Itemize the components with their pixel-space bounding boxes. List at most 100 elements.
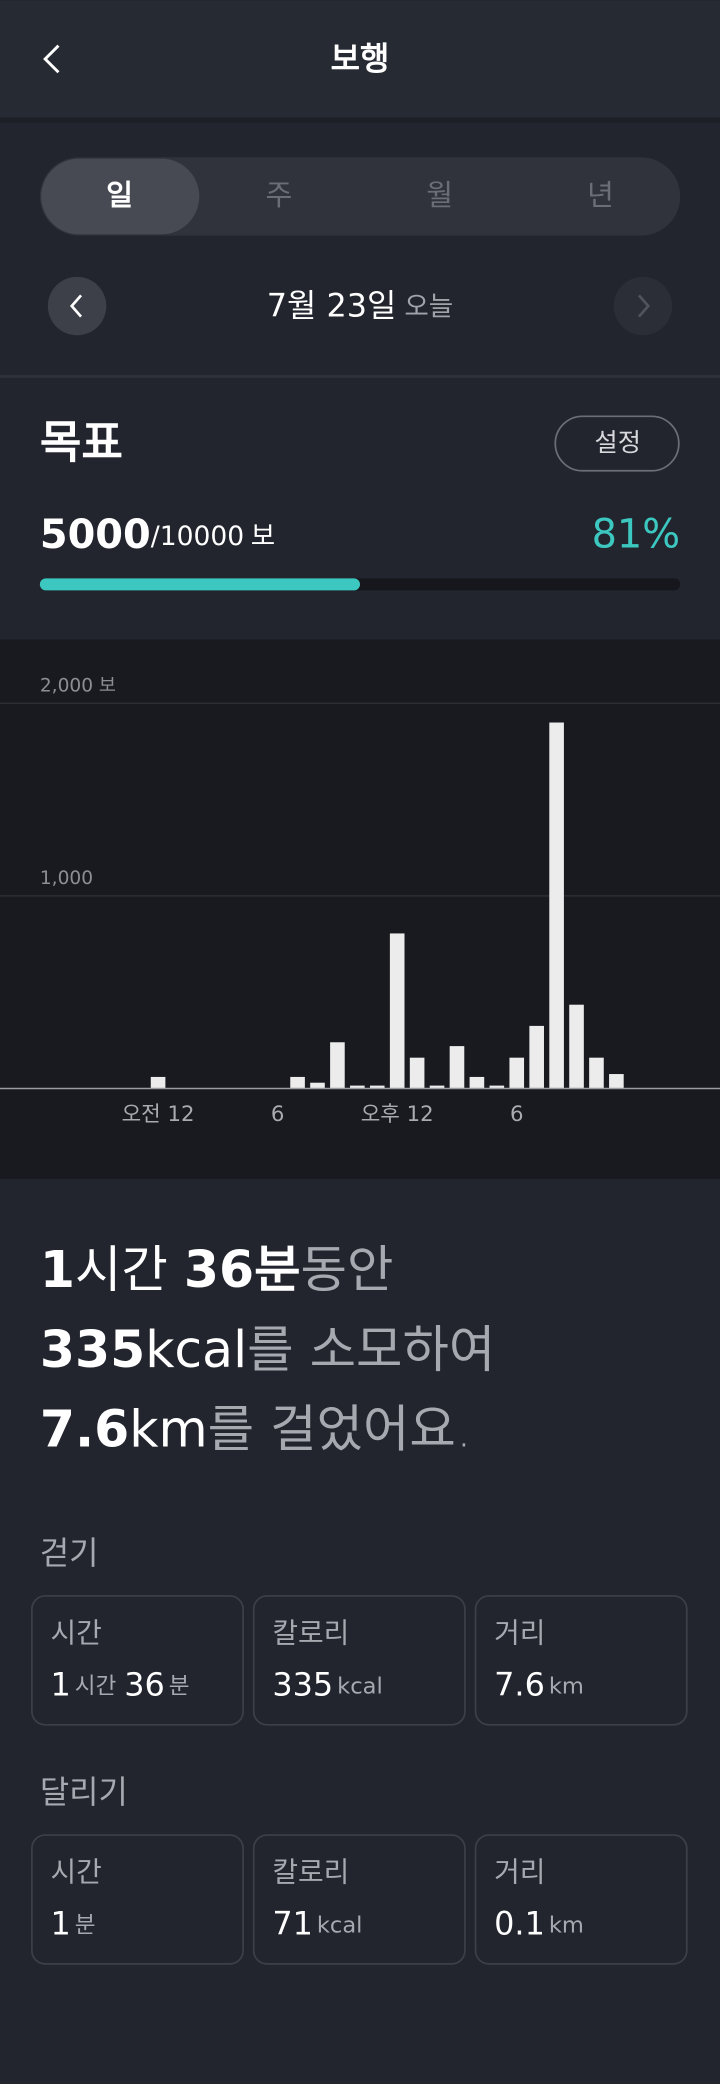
bar <box>549 722 564 1089</box>
summary-part: 를 걸었어요. <box>208 1399 472 1458</box>
goal-current: 5000 <box>40 512 151 558</box>
header <box>0 0 720 118</box>
goal-button[interactable] <box>554 415 680 472</box>
bar <box>389 933 405 1089</box>
bar <box>409 1057 425 1089</box>
bar <box>589 1057 604 1089</box>
stat-number: 0.1 <box>494 1904 545 1942</box>
stat-number: 1 <box>50 1904 70 1942</box>
stat-value: 7.6 km <box>494 1665 584 1703</box>
stat-card <box>31 1834 244 1965</box>
bar <box>350 1085 365 1089</box>
x-tick-label: 6 <box>271 1102 285 1127</box>
bar <box>449 1046 465 1089</box>
stat-unit: 분 <box>75 1912 96 1938</box>
date-label: 7월 23일 오늘 <box>267 286 453 324</box>
stat-card <box>252 1595 466 1726</box>
stat-card <box>31 1595 244 1726</box>
bar <box>469 1076 485 1089</box>
goal-separator: / <box>151 521 160 552</box>
summary-part: 시간 <box>75 1240 184 1299</box>
bar <box>489 1085 505 1089</box>
summary-part: 7.6 <box>40 1399 129 1458</box>
bar <box>310 1082 325 1089</box>
bar <box>150 1076 166 1089</box>
stat-card <box>474 1834 688 1965</box>
stat-unit: km <box>549 1912 584 1938</box>
stat-unit: kcal <box>317 1912 363 1938</box>
section-title: 걷기 <box>40 1534 99 1572</box>
stat-card <box>252 1834 466 1965</box>
stat-value: 0.1 km <box>494 1904 584 1942</box>
bar <box>569 1004 584 1089</box>
summary-part: 를 소모하여 <box>247 1319 495 1378</box>
prev-day-button[interactable] <box>47 276 107 336</box>
summary-part: 1 <box>40 1240 75 1299</box>
stat-unit: 분 <box>169 1673 190 1699</box>
date: 7월 23일 <box>267 286 397 324</box>
tab-bar <box>39 157 681 236</box>
stat-unit: 시간 <box>75 1673 117 1699</box>
stat-unit: km <box>549 1673 584 1699</box>
bar <box>529 1025 544 1089</box>
divider <box>0 375 720 378</box>
bar <box>330 1042 345 1089</box>
stat-value: 335 kcal <box>272 1665 382 1703</box>
tab[interactable]: 년 <box>587 178 614 212</box>
summary-line: 1시간 36분동안 <box>40 1240 394 1299</box>
goal-percent: 81% <box>592 512 681 558</box>
stat-value: 1 시간 36 분 <box>50 1665 189 1703</box>
progress-fill <box>39 578 361 591</box>
prev-icon <box>69 294 83 318</box>
stat-unit: kcal <box>337 1673 383 1699</box>
y-tick-label: 2,000 보 <box>40 675 116 696</box>
section-title: 달리기 <box>40 1773 128 1811</box>
today: 오늘 <box>404 291 453 322</box>
summary-part: 36분 <box>184 1240 301 1299</box>
stat-number: 1 <box>50 1665 70 1703</box>
bar <box>290 1076 305 1089</box>
stat-label: 거리 <box>494 1856 545 1889</box>
x-tick-label: 6 <box>510 1102 524 1127</box>
tab[interactable]: 월 <box>426 178 453 212</box>
header-title: 보행 <box>331 39 390 77</box>
back-button[interactable] <box>43 44 60 74</box>
tab-selected <box>41 158 200 235</box>
next-day-button[interactable] <box>613 276 673 336</box>
stat-label: 거리 <box>494 1616 545 1649</box>
summary-part: km <box>129 1399 207 1458</box>
stat-number: 36 <box>124 1665 165 1703</box>
x-tick-label: 오전 12 <box>122 1102 195 1127</box>
bar <box>369 1085 385 1089</box>
y-tick-label: 1,000 <box>40 868 93 889</box>
stat-card <box>474 1595 688 1726</box>
bar <box>609 1074 624 1089</box>
x-tick-label: 오후 12 <box>361 1102 434 1127</box>
summary-part: 335 <box>40 1319 145 1378</box>
tab[interactable]: 주 <box>266 178 293 212</box>
next-icon <box>637 294 651 318</box>
stat-number: 71 <box>272 1904 313 1942</box>
goal-title: 목표 <box>40 416 123 469</box>
stat-number: 7.6 <box>494 1665 545 1703</box>
stat-number: 335 <box>272 1665 333 1703</box>
stat-label: 시간 <box>50 1616 101 1649</box>
bar <box>509 1057 525 1089</box>
goal-unit: 보 <box>251 521 275 552</box>
goal-target: 10000 <box>160 521 244 552</box>
bar <box>429 1085 445 1089</box>
summary-part: kcal <box>145 1319 247 1378</box>
summary-line: 335kcal를 소모하여 <box>40 1319 496 1378</box>
tab[interactable]: 일 <box>106 178 133 212</box>
stat-label: 칼로리 <box>272 1856 349 1889</box>
summary-line: 7.6km를 걸었어요. <box>40 1399 472 1458</box>
stat-value: 71 kcal <box>272 1904 362 1942</box>
stat-label: 시간 <box>50 1856 101 1889</box>
goal-button-label: 설정 <box>595 428 641 457</box>
summary-part: 동안 <box>301 1240 394 1299</box>
stat-label: 칼로리 <box>272 1616 349 1649</box>
chart-background <box>0 639 720 1179</box>
